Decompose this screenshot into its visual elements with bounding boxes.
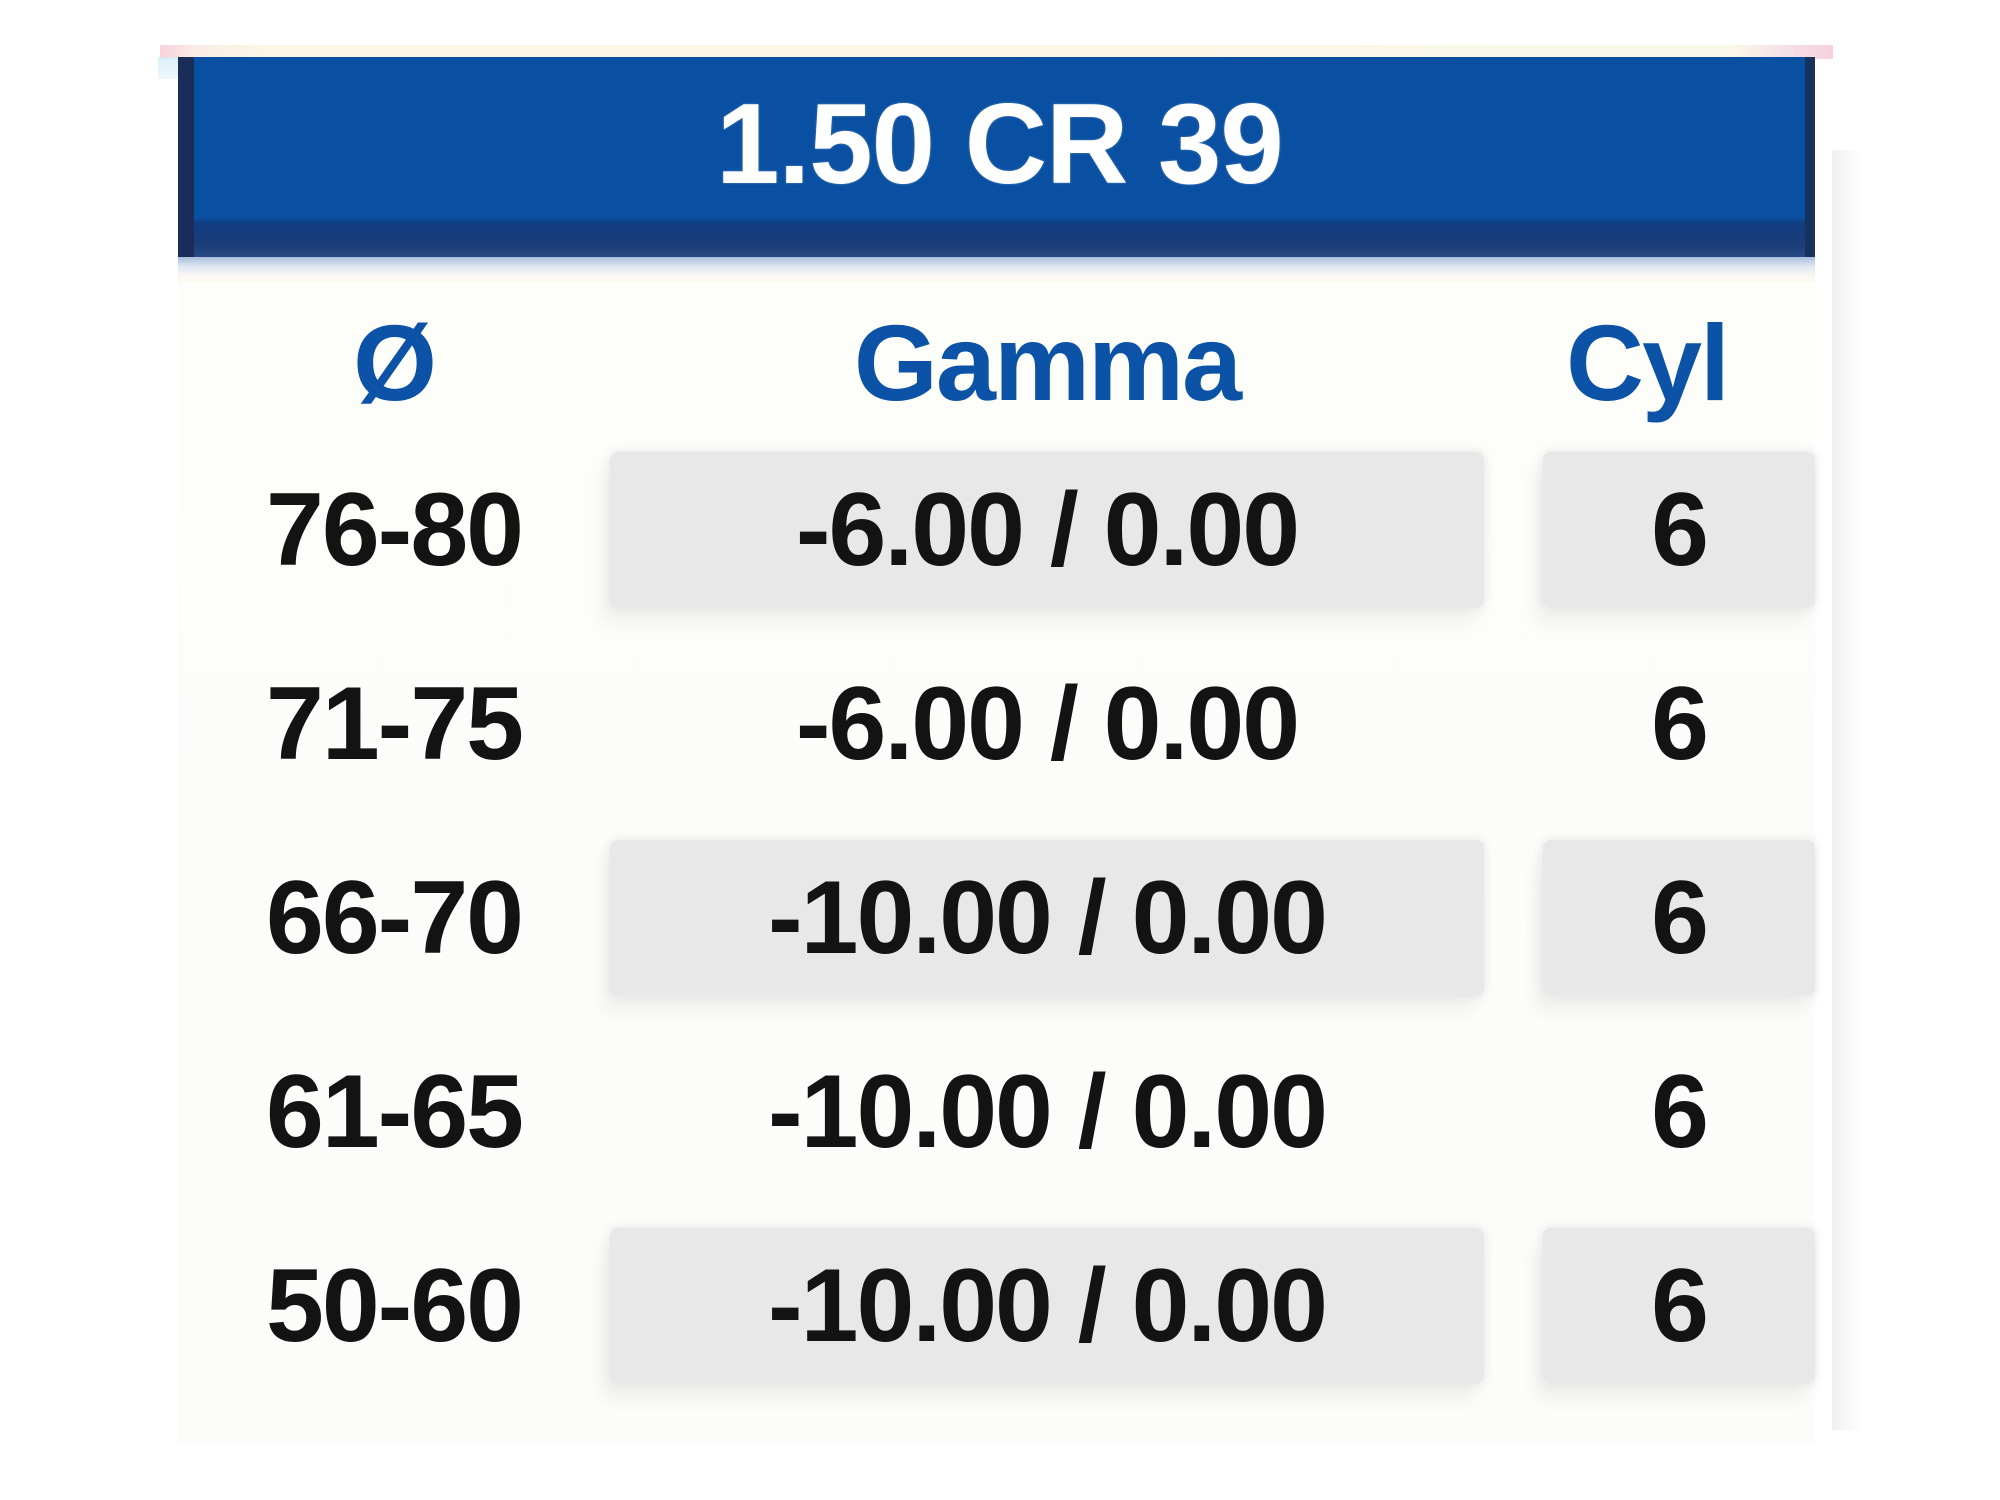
product-title: 1.50 CR 39	[716, 80, 1284, 208]
gamma-cell: -6.00 / 0.00	[610, 452, 1484, 608]
scan-sheet: 1.50 CR 39 Ø Gamma Cyl 76-80 -6.00 / 0.0…	[158, 45, 1833, 1445]
gamma-cell: -6.00 / 0.00	[795, 666, 1300, 782]
cyl-cell: 6	[1543, 840, 1815, 996]
diameter-cell: 61-65	[266, 1054, 524, 1170]
table-header-row: Ø Gamma Cyl	[178, 293, 1815, 433]
column-header-gamma: Gamma	[853, 302, 1242, 423]
diameter-cell: 50-60	[266, 1248, 524, 1364]
diameter-cell: 76-80	[266, 472, 524, 588]
scan-edge-artifact	[160, 45, 1833, 59]
cyl-cell: 6	[1651, 1054, 1709, 1170]
cyl-cell: 6	[1543, 1228, 1815, 1384]
table-row: 76-80 -6.00 / 0.00 6	[178, 433, 1815, 627]
banner-glow	[178, 257, 1815, 283]
table-body: 76-80 -6.00 / 0.00 6 71-75 -6.00 / 0.00 …	[178, 433, 1815, 1403]
cyl-cell: 6	[1651, 666, 1709, 782]
table-row: 66-70 -10.00 / 0.00 6	[178, 821, 1815, 1015]
scan-shadow	[1832, 150, 1862, 1430]
table-row: 71-75 -6.00 / 0.00 6	[178, 627, 1815, 821]
title-banner: 1.50 CR 39	[178, 57, 1815, 257]
gamma-cell: -10.00 / 0.00	[610, 840, 1484, 996]
gamma-cell: -10.00 / 0.00	[610, 1228, 1484, 1384]
diameter-cell: 71-75	[266, 666, 524, 782]
table-row: 50-60 -10.00 / 0.00 6	[178, 1209, 1815, 1403]
cyl-cell: 6	[1543, 452, 1815, 608]
scan-edge-artifact-left	[158, 57, 180, 79]
column-header-cyl: Cyl	[1565, 302, 1730, 423]
gamma-cell: -10.00 / 0.00	[768, 1054, 1328, 1170]
table-row: 61-65 -10.00 / 0.00 6	[178, 1015, 1815, 1209]
diameter-cell: 66-70	[266, 860, 524, 976]
column-header-diameter: Ø	[352, 302, 437, 423]
